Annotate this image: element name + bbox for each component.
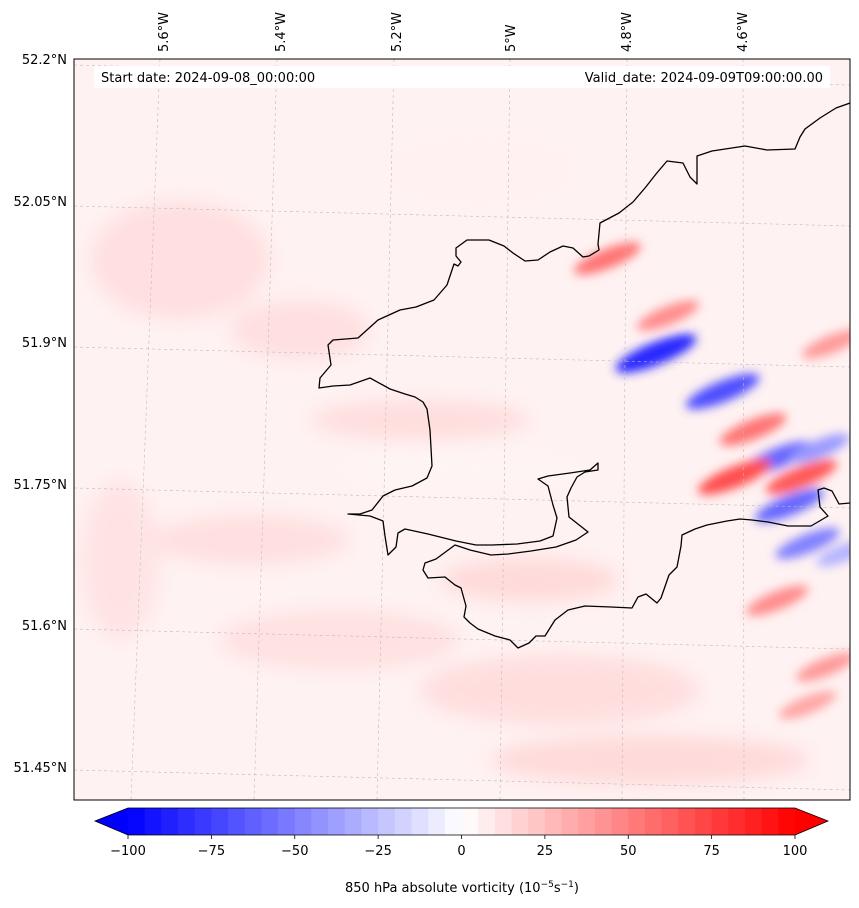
positive-vorticity-band <box>765 459 838 495</box>
positive-vorticity-band <box>795 652 850 682</box>
colorbar-cell <box>611 808 629 835</box>
colorbar-tick-label: −75 <box>198 844 225 859</box>
longitude-label: 5.6°W <box>157 12 172 52</box>
colorbar-cell <box>411 808 429 835</box>
longitude-label: 5.4°W <box>274 12 289 52</box>
colorbar-cell <box>378 808 396 835</box>
latitude-labels: 52.2°N 52.05°N 51.9°N 51.75°N 51.6°N 51.… <box>14 53 67 776</box>
colorbar-cell <box>211 808 229 835</box>
colorbar-cell <box>761 808 779 835</box>
positive-vorticity-band <box>778 690 837 720</box>
colorbar-tick-label: 75 <box>703 844 720 859</box>
colorbar-cell <box>261 808 279 835</box>
colorbar-tick-label: −100 <box>110 844 146 859</box>
negative-vorticity-band <box>816 539 850 567</box>
colorbar-cell <box>494 808 512 835</box>
positive-vorticity-band <box>697 459 772 495</box>
colorbar-cell <box>544 808 562 835</box>
latitude-label: 52.05°N <box>14 195 67 210</box>
longitude-label: 5°W <box>504 24 519 52</box>
colorbar-cell <box>228 808 246 835</box>
colorbar-tick-label: 100 <box>783 844 808 859</box>
colorbar-extend-high <box>795 808 828 835</box>
negative-vorticity-band <box>615 334 697 373</box>
colorbar-tick-label: −25 <box>364 844 391 859</box>
map-panel: Start date: 2024-09-08_00:00:00 Valid_da… <box>14 12 851 801</box>
latitude-label: 51.45°N <box>14 761 67 776</box>
colorbar-cell <box>511 808 529 835</box>
colorbar-cell <box>644 808 662 835</box>
colorbar-cell <box>478 808 496 835</box>
colorbar-cells <box>128 808 796 835</box>
colorbar-cell <box>728 808 746 835</box>
colorbar-cell <box>711 808 729 835</box>
colorbar-cell <box>194 808 212 835</box>
positive-vorticity-band <box>801 329 850 359</box>
colorbar-cell <box>594 808 612 835</box>
colorbar-cell <box>328 808 346 835</box>
negative-vorticity-band <box>789 433 850 464</box>
colorbar-cell <box>578 808 596 835</box>
colorbar-cell <box>178 808 196 835</box>
colorbar-tick-label: −50 <box>281 844 308 859</box>
colorbar-cell <box>244 808 262 835</box>
vorticity-features <box>574 242 850 720</box>
colorbar-cell <box>311 808 329 835</box>
start-date-label: Start date: 2024-09-08_00:00:00 <box>101 71 315 86</box>
latitude-label: 51.6°N <box>22 619 67 634</box>
colorbar-cell <box>278 808 296 835</box>
longitude-labels: 5.6°W 5.4°W 5.2°W 5°W 4.8°W 4.6°W <box>157 12 751 52</box>
colorbar-cell <box>694 808 713 835</box>
colorbar-ticks: −100 −75 −50 −25 0 25 50 75 100 <box>110 835 807 859</box>
vorticity-texture <box>80 130 810 785</box>
colorbar-cell <box>394 808 412 835</box>
negative-vorticity-band <box>685 373 760 410</box>
coastline <box>318 102 850 649</box>
colorbar-cell <box>128 808 146 835</box>
colorbar-cell <box>461 808 479 835</box>
negative-vorticity-band <box>754 488 824 523</box>
colorbar-cell <box>361 808 379 835</box>
latitude-label: 52.2°N <box>22 53 67 68</box>
colorbar-cell <box>144 808 162 835</box>
positive-vorticity-band <box>719 413 787 446</box>
coastline-north-pembrokeshire <box>318 102 850 649</box>
longitude-label: 5.2°W <box>390 12 405 52</box>
negative-vorticity-band <box>775 527 840 560</box>
colorbar-cell <box>678 808 696 835</box>
longitude-label: 4.6°W <box>736 12 751 52</box>
colorbar-cell <box>628 808 646 835</box>
latitude-label: 51.75°N <box>14 478 67 493</box>
colorbar-cell <box>161 808 179 835</box>
colorbar-tick-label: 0 <box>457 844 465 859</box>
colorbar-tick-label: 25 <box>537 844 554 859</box>
positive-vorticity-band <box>637 300 700 331</box>
latitude-label: 51.9°N <box>22 336 67 351</box>
colorbar-cell <box>661 808 679 835</box>
colorbar-cell <box>428 808 446 835</box>
colorbar-cell <box>444 808 462 835</box>
colorbar-cell <box>344 808 362 835</box>
colorbar-cell <box>528 808 546 835</box>
colorbar-label: 850 hPa absolute vorticity (10−5s−1) <box>345 880 579 896</box>
title-box <box>94 66 830 88</box>
map-frame <box>73 58 851 801</box>
positive-vorticity-band <box>574 242 641 275</box>
colorbar: −100 −75 −50 −25 0 25 50 75 100 850 hPa absolute… <box>93 807 830 896</box>
valid-date-label: Valid_date: 2024-09-09T09:00:00.00 <box>585 71 823 86</box>
colorbar-cell <box>778 808 796 835</box>
longitude-label: 4.8°W <box>620 12 635 52</box>
colorbar-cell <box>744 808 763 835</box>
colorbar-cell <box>294 808 312 835</box>
colorbar-cell <box>561 808 579 835</box>
colorbar-tick-label: 50 <box>620 844 637 859</box>
positive-vorticity-band <box>746 585 809 616</box>
colorbar-extend-low <box>95 808 128 835</box>
